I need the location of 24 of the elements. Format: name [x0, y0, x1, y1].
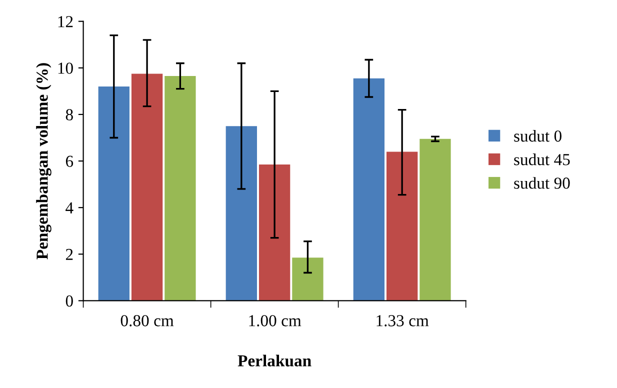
y-tick-label: 8	[66, 109, 73, 120]
y-tick-label: 2	[66, 248, 73, 260]
legend-label: sudut 90	[514, 177, 570, 189]
legend-label: sudut 45	[514, 154, 570, 166]
x-tick-label: 1.00 cm	[249, 315, 302, 326]
y-axis-title: Pengembangan volume (%)	[36, 63, 52, 260]
y-tick-label: 12	[58, 16, 73, 28]
x-tick-label: 1.33 cm	[376, 315, 429, 326]
y-tick-label: 0	[66, 295, 73, 307]
bar	[164, 76, 196, 301]
y-tick-label: 4	[66, 202, 74, 214]
bar	[386, 152, 418, 301]
y-tick-label: 6	[66, 156, 74, 167]
x-tick-label: 0.80 cm	[120, 315, 174, 326]
bar	[131, 74, 163, 301]
bar	[353, 78, 385, 301]
x-axis-title: Perlakuan	[238, 354, 312, 366]
bar	[258, 164, 290, 301]
y-tick-label: 10	[58, 62, 73, 74]
bar	[226, 126, 257, 301]
bar	[98, 86, 130, 301]
legend-label: sudut 0	[514, 130, 562, 142]
bar	[292, 258, 324, 301]
bar	[420, 138, 451, 301]
